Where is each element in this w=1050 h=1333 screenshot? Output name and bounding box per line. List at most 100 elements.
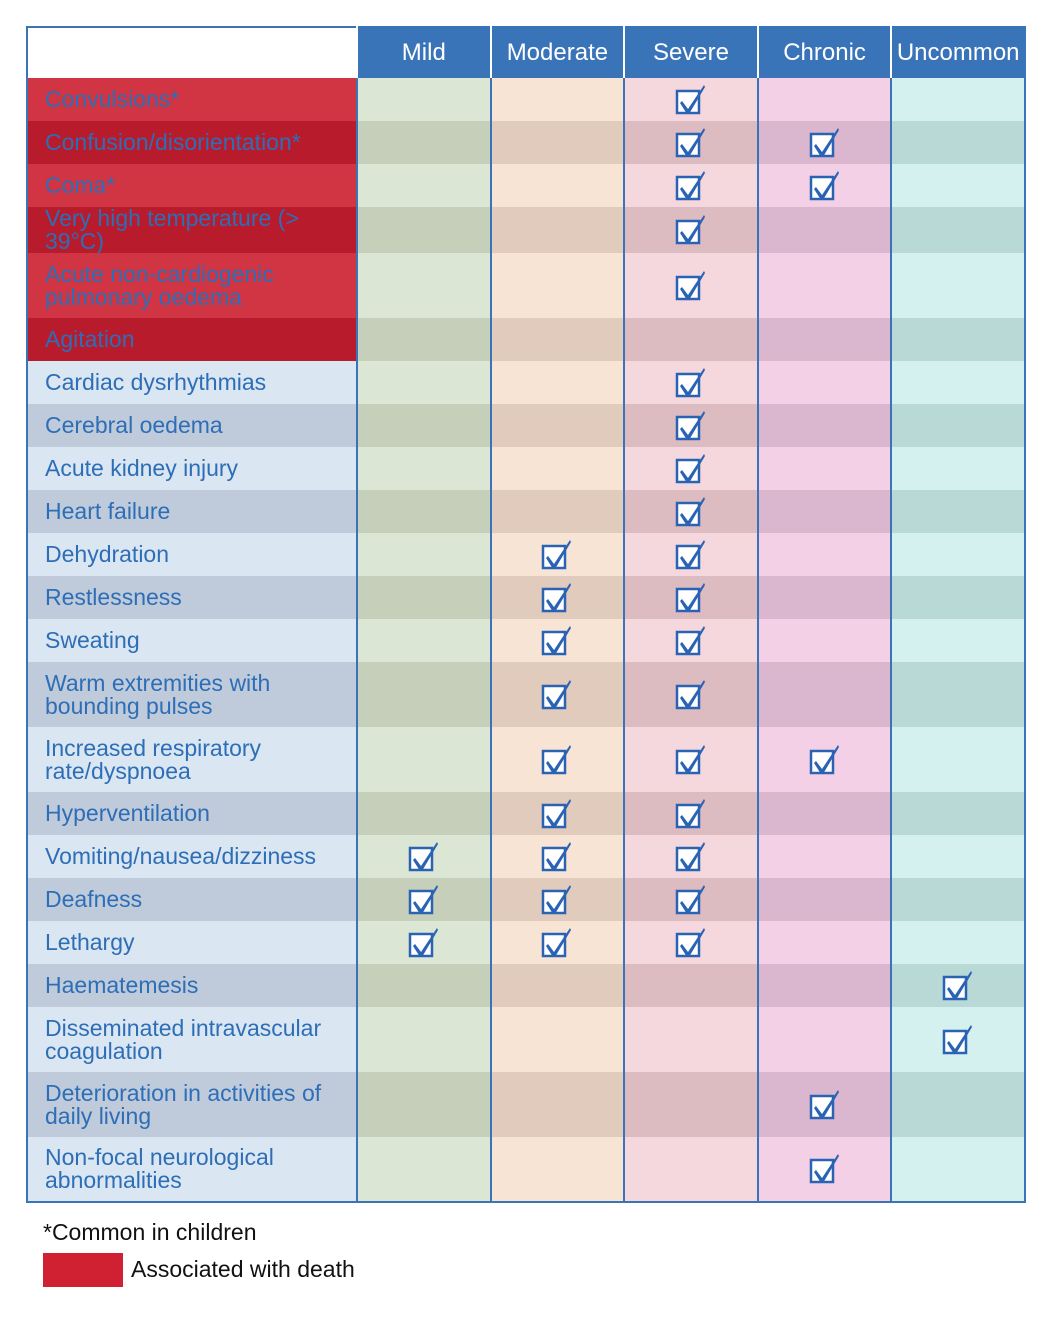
- cell-moderate: [489, 164, 625, 207]
- cell-mild: [356, 1072, 491, 1137]
- cell-mild: [356, 662, 491, 727]
- cell-chronic: [756, 1137, 892, 1202]
- symptom-label: Coma*: [27, 164, 357, 207]
- checked-box-icon: [675, 215, 705, 245]
- cell-uncommon: [890, 576, 1025, 619]
- cell-moderate: [489, 921, 625, 964]
- cell-uncommon: [890, 490, 1025, 533]
- cell-chronic: [756, 490, 892, 533]
- cell-severe: [623, 792, 758, 835]
- cell-mild: [356, 533, 491, 576]
- cell-chronic: [756, 878, 892, 921]
- cell-uncommon: [890, 792, 1025, 835]
- cell-severe: [623, 727, 758, 792]
- cell-chronic: [756, 576, 892, 619]
- cell-severe: [623, 835, 758, 878]
- table-body: Convulsions* Confusion/disorientation* Com…: [27, 78, 1025, 1202]
- checked-box-icon: [675, 582, 705, 612]
- cell-uncommon: [890, 619, 1025, 662]
- cell-severe: [623, 533, 758, 576]
- cell-chronic: [756, 662, 892, 727]
- checked-box-icon: [675, 625, 705, 655]
- table-row: Acute kidney injury: [27, 447, 1025, 490]
- table-row: Restlessness: [27, 576, 1025, 619]
- cell-moderate: [489, 964, 625, 1007]
- cell-moderate: [489, 78, 625, 121]
- cell-severe: [623, 576, 758, 619]
- cell-uncommon: [890, 1137, 1025, 1202]
- table-row: Vomiting/nausea/dizziness: [27, 835, 1025, 878]
- checked-box-icon: [675, 679, 705, 709]
- cell-chronic: [756, 253, 892, 318]
- table-row: Increased respiratory rate/dyspnoea: [27, 727, 1025, 792]
- checked-box-icon: [675, 539, 705, 569]
- table-row: Lethargy: [27, 921, 1025, 964]
- checked-box-icon: [675, 84, 705, 114]
- table-row: Disseminated intravascular coagulation: [27, 1007, 1025, 1072]
- symptom-label: Agitation: [27, 318, 357, 361]
- cell-severe: [623, 1072, 758, 1137]
- cell-uncommon: [890, 318, 1025, 361]
- cell-chronic: [756, 164, 892, 207]
- cell-moderate: [489, 727, 625, 792]
- cell-moderate: [489, 1137, 625, 1202]
- cell-mild: [356, 164, 491, 207]
- cell-severe: [623, 404, 758, 447]
- cell-chronic: [756, 207, 892, 253]
- cell-chronic: [756, 121, 892, 164]
- table-row: Acute non-cardiogenic pulmonary oedema: [27, 253, 1025, 318]
- checked-box-icon: [542, 841, 572, 871]
- table-row: Haematemesis: [27, 964, 1025, 1007]
- cell-uncommon: [890, 921, 1025, 964]
- symptom-label: Cardiac dysrhythmias: [27, 361, 357, 404]
- cell-severe: [623, 207, 758, 253]
- checked-box-icon: [675, 496, 705, 526]
- symptom-label: Vomiting/nausea/dizziness: [27, 835, 357, 878]
- checked-box-icon: [942, 970, 973, 1000]
- checked-box-icon: [809, 127, 839, 157]
- checked-box-icon: [675, 798, 705, 828]
- cell-severe: [623, 164, 758, 207]
- cell-mild: [356, 619, 491, 662]
- cell-mild: [356, 878, 491, 921]
- symptom-label: Haematemesis: [27, 964, 357, 1007]
- cell-chronic: [756, 1072, 892, 1137]
- cell-uncommon: [890, 78, 1025, 121]
- symptom-label: Sweating: [27, 619, 357, 662]
- column-header-chronic: Chronic: [756, 27, 892, 78]
- table-row: Cerebral oedema: [27, 404, 1025, 447]
- cell-uncommon: [890, 207, 1025, 253]
- table-row: Dehydration: [27, 533, 1025, 576]
- cell-moderate: [489, 361, 625, 404]
- symptom-label: Acute non-cardiogenic pulmonary oedema: [27, 253, 357, 318]
- cell-moderate: [489, 533, 625, 576]
- cell-uncommon: [890, 835, 1025, 878]
- cell-mild: [356, 576, 491, 619]
- symptom-label: Very high temperature (> 39°C): [27, 207, 357, 253]
- table-row: Non-focal neurological abnormalities: [27, 1137, 1025, 1202]
- checked-box-icon: [408, 884, 438, 914]
- cell-uncommon: [890, 964, 1025, 1007]
- cell-severe: [623, 619, 758, 662]
- checked-box-icon: [675, 453, 705, 483]
- legend-label: Associated with death: [131, 1256, 355, 1282]
- cell-chronic: [756, 447, 892, 490]
- cell-chronic: [756, 361, 892, 404]
- cell-moderate: [489, 447, 625, 490]
- checked-box-icon: [542, 798, 572, 828]
- symptom-label: Non-focal neurological abnormalities: [27, 1137, 357, 1202]
- column-header-severe: Severe: [623, 27, 758, 78]
- cell-mild: [356, 404, 491, 447]
- cell-moderate: [489, 490, 625, 533]
- checked-box-icon: [675, 744, 705, 774]
- column-header-uncommon: Uncommon: [890, 27, 1025, 78]
- checked-box-icon: [542, 582, 572, 612]
- cell-severe: [623, 447, 758, 490]
- cell-chronic: [756, 921, 892, 964]
- cell-mild: [356, 78, 491, 121]
- checked-box-icon: [675, 410, 705, 440]
- symptom-label: Disseminated intravascular coagulation: [27, 1007, 357, 1072]
- cell-moderate: [489, 404, 625, 447]
- cell-moderate: [489, 318, 625, 361]
- checked-box-icon: [675, 841, 705, 871]
